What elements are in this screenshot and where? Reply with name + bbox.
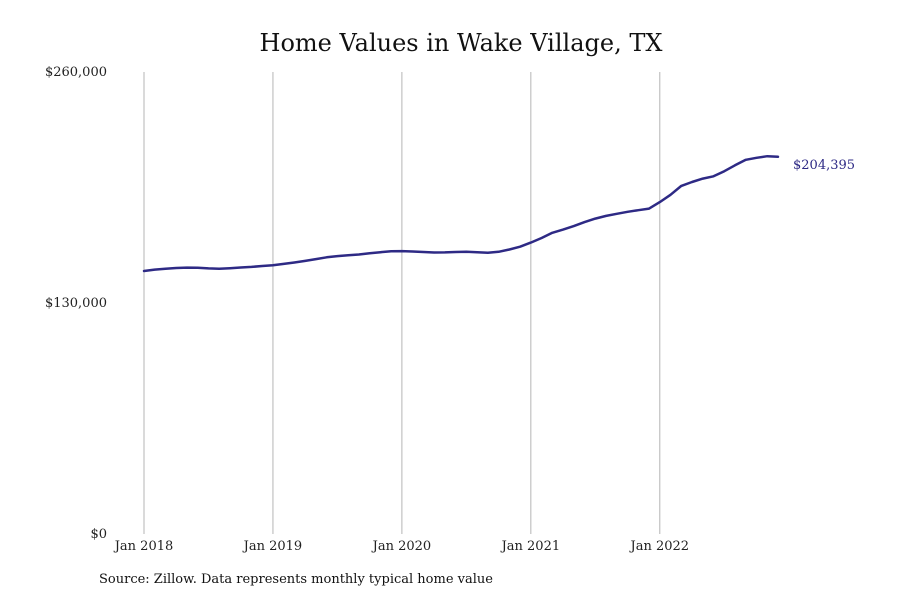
y-tick-label: $0 — [90, 527, 107, 542]
source-note: Source: Zillow. Data represents monthly … — [99, 572, 493, 587]
x-tick-label: Jan 2019 — [242, 539, 303, 554]
x-tick-label: Jan 2018 — [113, 539, 174, 554]
x-tick-label: Jan 2022 — [629, 539, 690, 554]
y-tick-label: $260,000 — [45, 65, 107, 80]
y-axis-tick-labels: $0 $130,000 $260,000 — [45, 65, 107, 542]
latest-value-label: $204,395 — [793, 158, 855, 173]
x-tick-label: Jan 2021 — [500, 539, 561, 554]
x-axis-tick-labels: Jan 2018 Jan 2019 Jan 2020 Jan 2021 Jan 2022 — [113, 539, 689, 554]
vertical-gridlines — [143, 72, 661, 534]
y-tick-label: $130,000 — [45, 296, 107, 311]
x-tick-label: Jan 2020 — [371, 539, 432, 554]
chart-title: Home Values in Wake Village, TX — [260, 29, 663, 57]
home-value-series-line — [142, 154, 780, 273]
